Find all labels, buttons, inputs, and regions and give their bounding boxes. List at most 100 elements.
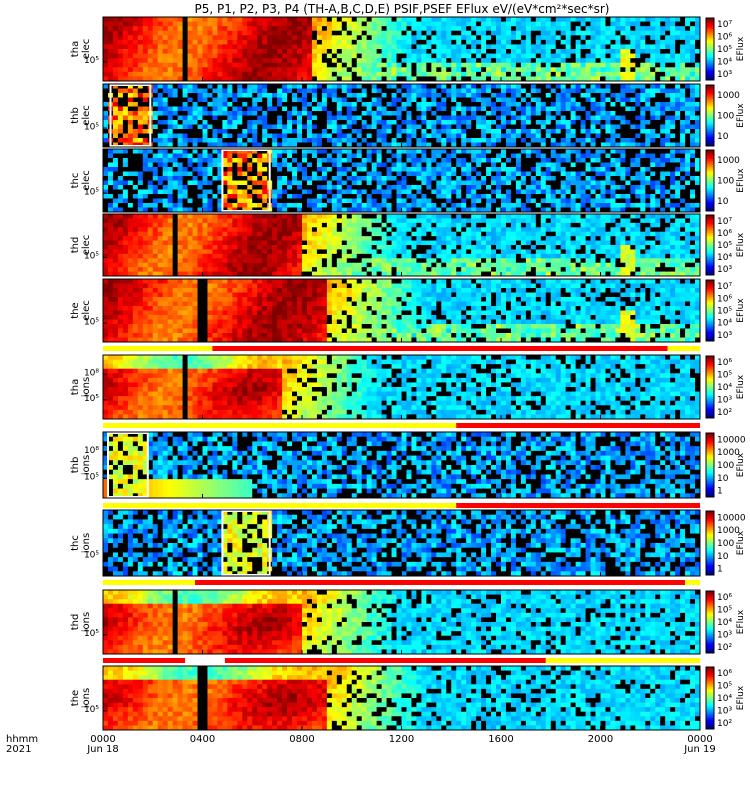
spectrogram-cell xyxy=(242,180,248,186)
spectrogram-cell xyxy=(361,39,368,45)
spectrogram-cell xyxy=(252,129,258,134)
spectrogram-cell xyxy=(197,67,203,73)
spectrogram-cell xyxy=(655,106,661,112)
spectrogram-cell xyxy=(292,62,298,68)
spectrogram-cell xyxy=(665,97,671,103)
spectrogram-cell xyxy=(287,198,293,204)
spectrogram-cell xyxy=(197,129,203,134)
spectrogram-cell xyxy=(192,171,198,177)
spectrogram-cell xyxy=(620,53,626,59)
spectrogram-cell xyxy=(202,180,208,186)
spectrogram-cell xyxy=(306,189,313,195)
spectrogram-cell xyxy=(306,149,313,154)
spectrogram-cell xyxy=(142,93,149,98)
spectrogram-cell xyxy=(491,167,497,172)
spectrogram-cell xyxy=(356,162,363,168)
spectrogram-cell xyxy=(585,115,591,121)
spectrogram-cell xyxy=(665,111,671,116)
spectrogram-cell xyxy=(346,124,353,130)
spectrogram-cell xyxy=(635,194,641,199)
spectrogram-cell xyxy=(222,26,228,32)
spectrogram-cell xyxy=(172,171,179,177)
spectrogram-cell xyxy=(316,39,323,45)
spectrogram-cell xyxy=(466,180,472,186)
spectrogram-cell xyxy=(386,102,392,107)
spectrogram-cell xyxy=(292,167,298,172)
spectrogram-cell xyxy=(505,93,512,98)
spectrogram-cell xyxy=(615,62,621,68)
spectrogram-cell xyxy=(321,71,328,77)
spectrogram-cell xyxy=(406,88,412,94)
spectrogram-cell xyxy=(207,120,213,125)
spectrogram-cell xyxy=(162,115,169,121)
spectrogram-cell xyxy=(167,97,174,103)
spectrogram-cell xyxy=(237,49,243,54)
spectrogram-cell xyxy=(396,142,402,148)
spectrogram-cell xyxy=(685,93,691,98)
spectrogram-cell xyxy=(282,142,288,148)
spectrogram-cell xyxy=(272,67,278,73)
spectrogram-cell xyxy=(580,39,586,45)
spectrogram-cell xyxy=(505,111,512,116)
spectrogram-cell xyxy=(451,97,457,103)
spectrogram-cell xyxy=(496,158,502,163)
spectrogram-cell xyxy=(530,153,537,159)
spectrogram-cell xyxy=(520,189,527,195)
spectrogram-cell xyxy=(635,138,641,143)
spectrogram-cell xyxy=(316,142,323,148)
spectrogram-cell xyxy=(152,207,159,213)
spectrogram-cell xyxy=(272,53,278,59)
spectrogram-cell xyxy=(391,17,397,22)
spectrogram-cell xyxy=(341,102,348,107)
spectrogram-cell xyxy=(351,129,358,134)
spectrogram-cell xyxy=(436,111,442,116)
spectrogram-cell xyxy=(356,180,363,186)
spectrogram-cell xyxy=(262,21,268,27)
spectrogram-cell xyxy=(555,207,562,213)
spectrogram-cell xyxy=(182,39,188,45)
spectrogram-cell xyxy=(257,167,263,172)
spectrogram-cell xyxy=(520,115,527,121)
spectrogram-cell xyxy=(575,133,582,139)
spectrogram-cell xyxy=(575,189,582,195)
spectrogram-cell xyxy=(510,142,517,148)
spectrogram-cell xyxy=(252,49,258,54)
spectrogram-cell xyxy=(540,62,547,68)
spectrogram-cell xyxy=(481,138,487,143)
spectrogram-cell xyxy=(505,21,512,27)
spectrogram-cell xyxy=(446,93,452,98)
spectrogram-cell xyxy=(590,153,596,159)
spectrogram-cell xyxy=(192,39,198,45)
spectrogram-cell xyxy=(560,88,567,94)
spectrogram-cell xyxy=(421,142,427,148)
spectrogram-cell xyxy=(396,194,402,199)
spectrogram-cell xyxy=(456,162,462,168)
spectrogram-cell xyxy=(481,53,487,59)
spectrogram-cell xyxy=(127,30,134,36)
spectrogram-cell xyxy=(416,189,422,195)
spectrogram-cell xyxy=(321,35,328,41)
spectrogram-cell xyxy=(600,124,606,130)
spectrogram-cell xyxy=(550,67,557,73)
spectrogram-cell xyxy=(491,39,497,45)
spectrogram-cell xyxy=(600,167,606,172)
spectrogram-cell xyxy=(481,76,487,82)
spectrogram-cell xyxy=(257,35,263,41)
spectrogram-cell xyxy=(605,162,611,168)
spectrogram-cell xyxy=(685,67,691,73)
spectrogram-cell xyxy=(341,142,348,148)
spectrogram-cell xyxy=(441,189,447,195)
spectrogram-cell xyxy=(610,39,616,45)
spectrogram-cell xyxy=(376,17,383,22)
spectrogram-cell xyxy=(162,171,169,177)
spectrogram-cell xyxy=(147,71,154,77)
spectrogram-cell xyxy=(406,26,412,32)
spectrogram-cell xyxy=(550,39,557,45)
spectrogram-cell xyxy=(590,142,596,148)
spectrogram-cell xyxy=(142,44,149,50)
spectrogram-cell xyxy=(491,142,497,148)
spectrogram-cell xyxy=(182,49,188,54)
spectrogram-cell xyxy=(172,162,179,168)
spectrogram-cell xyxy=(550,198,557,204)
spectrogram-cell xyxy=(515,30,522,36)
